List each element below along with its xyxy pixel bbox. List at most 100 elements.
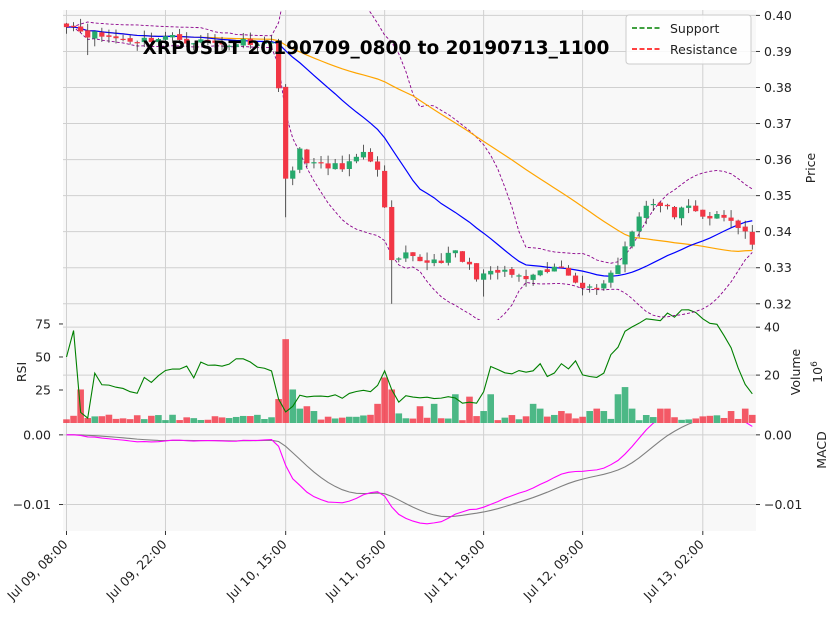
candle-body bbox=[346, 161, 352, 169]
candle-body bbox=[481, 273, 487, 280]
candle-body bbox=[608, 272, 614, 283]
volume-panel bbox=[63, 320, 756, 423]
volume-bar bbox=[275, 399, 282, 423]
candle bbox=[360, 144, 367, 160]
candle bbox=[438, 253, 444, 264]
bollinger-upper-line bbox=[66, 10, 753, 264]
candle bbox=[481, 269, 487, 297]
volume-tick-label: 20 bbox=[764, 368, 780, 383]
candle bbox=[191, 42, 197, 51]
candle bbox=[615, 257, 621, 275]
candle bbox=[311, 158, 317, 169]
volume-bar bbox=[607, 418, 615, 423]
volume-bar bbox=[254, 414, 261, 423]
macd-line bbox=[66, 423, 753, 525]
candle-body bbox=[601, 283, 607, 289]
candle-body bbox=[693, 205, 699, 212]
volume-bar bbox=[508, 415, 516, 423]
volume-bar bbox=[402, 418, 410, 423]
candle-body bbox=[657, 202, 663, 206]
candle bbox=[134, 40, 140, 51]
candle bbox=[466, 257, 473, 270]
volume-bar bbox=[317, 419, 325, 423]
candle-body bbox=[721, 214, 727, 218]
candle-body bbox=[452, 250, 458, 254]
candle-body bbox=[473, 263, 480, 280]
volume-bar bbox=[381, 377, 388, 423]
candle bbox=[502, 265, 508, 277]
candle bbox=[332, 158, 338, 170]
candle bbox=[233, 42, 239, 54]
candle bbox=[120, 34, 126, 42]
candle-body bbox=[205, 39, 211, 42]
candle bbox=[580, 275, 586, 296]
volume-bar bbox=[190, 418, 198, 423]
candle-body bbox=[396, 258, 402, 260]
candle bbox=[735, 219, 741, 235]
candle bbox=[389, 200, 395, 304]
volume-bar bbox=[565, 413, 572, 423]
candle bbox=[700, 209, 706, 219]
candle bbox=[643, 200, 649, 225]
rsi-line bbox=[65, 309, 753, 420]
price-tick-label: 0.36 bbox=[764, 152, 792, 167]
candle-body bbox=[304, 149, 310, 164]
candle bbox=[353, 153, 359, 164]
candle bbox=[219, 36, 225, 51]
volume-bar bbox=[692, 418, 700, 423]
volume-bar bbox=[452, 394, 459, 423]
candle bbox=[749, 225, 755, 250]
volume-bar bbox=[105, 414, 113, 423]
volume-bar bbox=[734, 418, 742, 423]
candle-body bbox=[332, 163, 338, 170]
candle-body bbox=[311, 162, 317, 164]
candle bbox=[403, 245, 409, 262]
volume-bar bbox=[593, 408, 601, 423]
candle bbox=[276, 38, 282, 93]
volume-bar bbox=[600, 411, 608, 423]
candle bbox=[523, 269, 529, 287]
volume-axis-label: Volume bbox=[788, 348, 803, 395]
volume-bar bbox=[232, 416, 240, 423]
volume-bar bbox=[353, 416, 360, 423]
volume-bar bbox=[155, 415, 162, 423]
candle-body bbox=[714, 214, 720, 219]
candle-body bbox=[63, 23, 70, 28]
chart-title: XRPUSDT 20190709_0800 to 20190713_1100 bbox=[143, 38, 610, 59]
candle bbox=[106, 29, 112, 43]
candle-body bbox=[247, 38, 253, 46]
candle bbox=[247, 32, 253, 49]
candle-body bbox=[382, 170, 388, 208]
volume-bar bbox=[480, 411, 487, 423]
volume-bar bbox=[494, 420, 502, 423]
volume-bar bbox=[247, 416, 254, 423]
volume-bar bbox=[748, 414, 756, 423]
candle bbox=[268, 35, 275, 44]
candle bbox=[367, 148, 374, 163]
candle-body bbox=[735, 220, 741, 229]
candle bbox=[622, 241, 628, 273]
candle-body bbox=[417, 256, 423, 262]
volume-bar bbox=[360, 415, 367, 423]
candle bbox=[184, 32, 190, 47]
candle-body bbox=[530, 274, 536, 280]
volume-bar bbox=[98, 416, 106, 423]
candle bbox=[177, 29, 183, 43]
candle-body bbox=[728, 217, 734, 221]
volume-unit-exponent: 6 bbox=[810, 361, 820, 367]
volume-bar bbox=[706, 415, 714, 423]
candle bbox=[452, 250, 458, 258]
volume-bar bbox=[487, 394, 494, 423]
candle-body bbox=[565, 267, 572, 276]
candle-body bbox=[374, 161, 381, 170]
volume-bar bbox=[586, 411, 593, 423]
candle bbox=[113, 29, 119, 44]
candle-body bbox=[445, 252, 451, 263]
candle-body bbox=[502, 269, 508, 272]
volume-bar bbox=[367, 414, 374, 423]
volume-bar bbox=[642, 415, 650, 423]
candle-body bbox=[148, 37, 154, 43]
price-tick-label: 0.33 bbox=[764, 260, 792, 275]
candle bbox=[374, 156, 381, 177]
candle-body bbox=[198, 39, 204, 43]
